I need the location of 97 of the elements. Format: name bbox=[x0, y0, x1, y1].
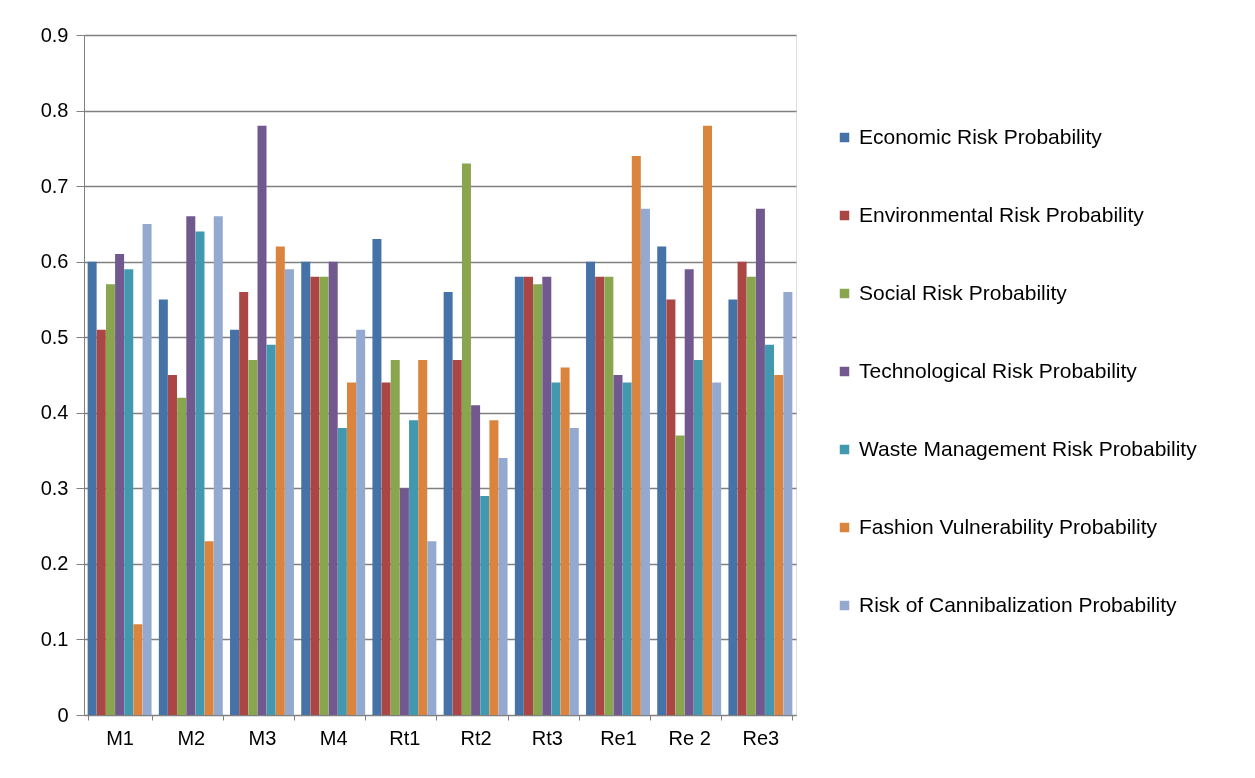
legend-label: Economic Risk Probability bbox=[859, 124, 1103, 148]
bar bbox=[105, 284, 115, 715]
bar bbox=[666, 299, 676, 715]
bar bbox=[319, 276, 329, 715]
x-tick-label: Re1 bbox=[600, 726, 637, 749]
bar bbox=[347, 382, 357, 715]
bar bbox=[167, 375, 177, 715]
x-tick-label: Re 2 bbox=[668, 726, 711, 749]
bar bbox=[266, 344, 276, 715]
bar bbox=[158, 299, 168, 715]
bar bbox=[684, 269, 694, 715]
legend-label: Fashion Vulnerability Probability bbox=[859, 514, 1158, 538]
x-tick-label: Re3 bbox=[742, 726, 780, 749]
bar bbox=[230, 329, 240, 715]
bar bbox=[195, 231, 205, 715]
bar bbox=[275, 246, 285, 715]
bar bbox=[560, 367, 570, 715]
bar bbox=[783, 291, 793, 715]
legend-label: Waste Management Risk Probability bbox=[859, 436, 1198, 460]
bar bbox=[728, 299, 738, 715]
bar bbox=[693, 359, 703, 715]
bar bbox=[631, 155, 641, 715]
bar bbox=[310, 276, 320, 715]
bar bbox=[409, 420, 419, 715]
bar bbox=[569, 427, 579, 715]
bar bbox=[427, 541, 437, 715]
y-tick-label: 0.9 bbox=[40, 23, 69, 46]
bar bbox=[514, 276, 524, 715]
bar bbox=[640, 208, 650, 715]
bar bbox=[239, 291, 249, 715]
bar bbox=[675, 435, 685, 715]
bar bbox=[613, 375, 623, 715]
bar bbox=[418, 359, 428, 715]
bar bbox=[471, 405, 481, 715]
bar bbox=[533, 284, 543, 715]
bar bbox=[399, 488, 409, 715]
bar bbox=[622, 382, 632, 715]
bar bbox=[204, 541, 214, 715]
bar bbox=[755, 208, 765, 715]
bar bbox=[248, 359, 258, 715]
bar bbox=[443, 291, 453, 715]
bar bbox=[87, 261, 97, 715]
bar bbox=[489, 420, 499, 715]
legend-label: Technological Risk Probability bbox=[859, 358, 1138, 382]
bar bbox=[390, 359, 400, 715]
bar bbox=[372, 239, 382, 715]
bar bbox=[461, 163, 471, 715]
bar bbox=[765, 344, 775, 715]
bar bbox=[356, 329, 366, 715]
x-tick-label: M2 bbox=[177, 726, 206, 749]
x-tick-label: M1 bbox=[106, 726, 134, 749]
bar bbox=[177, 397, 187, 715]
bar bbox=[604, 276, 614, 715]
bar bbox=[96, 329, 106, 715]
y-tick-label: 0.5 bbox=[40, 325, 69, 348]
bar bbox=[124, 269, 134, 715]
x-tick-label: Rt1 bbox=[389, 726, 421, 749]
y-tick-label: 0.6 bbox=[40, 250, 69, 273]
bar bbox=[737, 261, 747, 715]
y-tick-label: 0.8 bbox=[40, 99, 69, 122]
x-tick-label: Rt3 bbox=[531, 726, 563, 749]
bar bbox=[452, 359, 462, 715]
bar bbox=[774, 375, 784, 715]
bar bbox=[551, 382, 561, 715]
x-tick-label: Rt2 bbox=[460, 726, 492, 749]
bar bbox=[257, 125, 267, 715]
bar bbox=[115, 254, 125, 715]
bar bbox=[746, 276, 756, 715]
y-tick-label: 0 bbox=[57, 703, 69, 726]
bar bbox=[712, 382, 722, 715]
x-tick-label: M3 bbox=[248, 726, 277, 749]
bar bbox=[284, 269, 294, 715]
bar bbox=[381, 382, 391, 715]
x-tick-label: M4 bbox=[319, 726, 348, 749]
y-tick-label: 0.2 bbox=[40, 552, 69, 575]
bar bbox=[498, 458, 508, 715]
bar bbox=[213, 216, 223, 715]
y-tick-label: 0.1 bbox=[40, 627, 69, 650]
bar bbox=[586, 261, 596, 715]
bar bbox=[480, 495, 490, 715]
bar bbox=[595, 276, 605, 715]
bar bbox=[133, 624, 143, 715]
bar bbox=[523, 276, 533, 715]
bar bbox=[328, 261, 338, 715]
bar bbox=[703, 125, 713, 715]
bar bbox=[542, 276, 552, 715]
bar bbox=[657, 246, 667, 715]
y-tick-label: 0.4 bbox=[40, 401, 69, 424]
bar bbox=[337, 427, 347, 715]
bar bbox=[142, 223, 152, 715]
bar bbox=[301, 261, 311, 715]
legend-label: Risk of Cannibalization Probability bbox=[859, 592, 1177, 616]
bar bbox=[186, 216, 196, 715]
legend-label: Environmental Risk Probability bbox=[859, 202, 1145, 226]
legend-label: Social Risk Probability bbox=[859, 280, 1068, 304]
y-tick-label: 0.7 bbox=[40, 174, 69, 197]
y-tick-label: 0.3 bbox=[40, 476, 69, 499]
